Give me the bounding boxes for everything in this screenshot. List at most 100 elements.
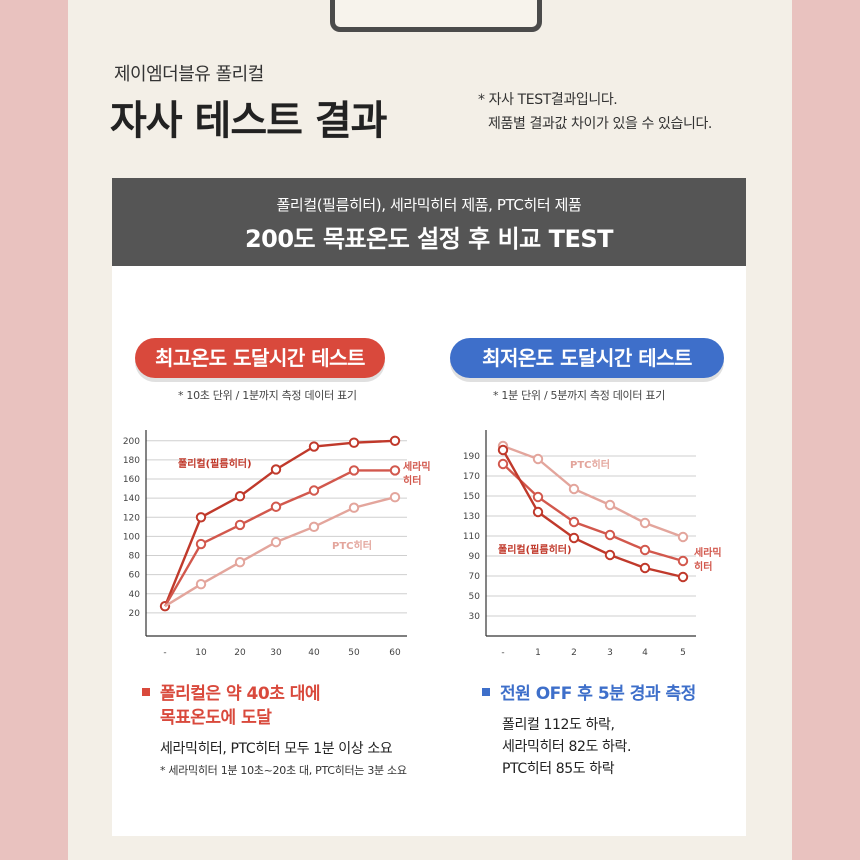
test-banner: 폴리컬(필름히터), 세라믹히터 제품, PTC히터 제품 200도 목표온도 … <box>112 178 746 266</box>
series-line <box>501 449 684 579</box>
data-point <box>604 529 616 541</box>
data-point <box>532 491 544 503</box>
right-summary-title: 전원 OFF 후 5분 경과 측정 <box>482 682 696 706</box>
data-point <box>389 435 401 446</box>
series-label: 폴리컬(필름히터) <box>498 543 572 556</box>
data-point <box>389 491 401 503</box>
data-point <box>677 531 689 543</box>
series-label: 세라믹 <box>694 546 722 559</box>
y-tick-label: 120 <box>123 513 140 523</box>
y-tick-label: 200 <box>123 437 140 447</box>
y-tick-label: 40 <box>129 590 141 600</box>
data-point <box>270 501 282 512</box>
y-tick-label: 80 <box>129 552 141 562</box>
series-line <box>502 444 684 539</box>
data-point <box>677 571 689 583</box>
data-point <box>195 512 207 523</box>
x-tick-label: 30 <box>270 648 282 658</box>
right-summary-line-3: PTC히터 85도 하락 <box>502 761 615 777</box>
max-temp-test-pill: 최고온도 도달시간 테스트 <box>135 338 385 378</box>
x-tick-label: 2 <box>571 648 577 658</box>
data-point <box>270 536 282 548</box>
x-tick-label: 40 <box>308 648 320 658</box>
data-point <box>308 485 320 496</box>
data-point <box>195 578 207 590</box>
x-tick-label: 50 <box>348 648 360 658</box>
data-point <box>639 562 651 574</box>
data-point <box>308 441 320 452</box>
data-point <box>497 458 509 470</box>
series-label: 히터 <box>403 474 421 487</box>
data-point <box>348 437 360 448</box>
data-point <box>604 499 616 511</box>
series-line <box>502 463 684 563</box>
right-summary-title-text: 전원 OFF 후 5분 경과 측정 <box>500 684 696 704</box>
series-label: 히터 <box>694 560 712 573</box>
x-tick-label: 10 <box>195 648 207 658</box>
data-point <box>677 555 689 567</box>
left-summary-title: 폴리컬은 약 40초 대에 목표온도에 도달 <box>142 682 321 730</box>
data-point <box>568 516 580 528</box>
series-label: PTC히터 <box>570 458 610 471</box>
hanger-frame <box>330 0 542 32</box>
series-label: 폴리컬(필름히터) <box>178 457 252 470</box>
y-tick-label: 90 <box>469 552 481 562</box>
x-tick-label: 20 <box>234 648 246 658</box>
banner-heading: 200도 목표온도 설정 후 비교 TEST <box>244 225 614 253</box>
right-unit-note: * 1분 단위 / 5분까지 측정 데이터 표기 <box>493 389 666 402</box>
banner-products: 폴리컬(필름히터), 세라믹히터 제품, PTC히터 제품 <box>276 196 582 214</box>
data-point <box>308 521 320 533</box>
x-tick-label: 5 <box>680 648 686 658</box>
x-tick-label: 1 <box>535 648 541 658</box>
data-point <box>389 465 401 476</box>
left-summary-footnote: * 세라믹히터 1분 10초~20초 대, PTC히터는 3분 소요 <box>160 764 407 777</box>
data-point <box>639 517 651 529</box>
x-tick-label: - <box>163 648 166 658</box>
brand-subtitle: 제이엠더블유 폴리컬 <box>114 64 264 85</box>
note-line-1: * 자사 TEST결과입니다. <box>478 92 618 108</box>
y-tick-label: 130 <box>463 512 480 522</box>
y-tick-label: 180 <box>123 456 140 466</box>
page-title: 자사 테스트 결과 <box>110 98 387 144</box>
y-tick-label: 110 <box>463 532 480 542</box>
x-tick-label: 4 <box>642 648 648 658</box>
left-summary-title-line2: 목표온도에 도달 <box>160 708 272 728</box>
y-tick-label: 30 <box>469 612 481 622</box>
y-tick-label: 60 <box>129 571 141 581</box>
y-tick-label: 140 <box>123 494 140 504</box>
min-temp-test-pill: 최저온도 도달시간 테스트 <box>450 338 724 378</box>
y-tick-label: 50 <box>469 592 481 602</box>
disclaimer-note: * 자사 TEST결과입니다. 제품별 결과값 차이가 있을 수 있습니다. <box>478 88 712 136</box>
y-tick-label: 70 <box>469 572 481 582</box>
data-point <box>532 506 544 518</box>
left-summary-title-line1: 폴리컬은 약 40초 대에 <box>160 684 321 704</box>
data-point <box>568 483 580 495</box>
y-tick-label: 20 <box>129 609 141 619</box>
note-line-2: 제품별 결과값 차이가 있을 수 있습니다. <box>488 116 712 132</box>
left-summary-line: 세라믹히터, PTC히터 모두 1분 이상 소요 <box>160 741 393 757</box>
y-tick-label: 190 <box>463 452 480 462</box>
data-point <box>234 491 246 502</box>
data-point <box>270 464 282 475</box>
series-label: PTC히터 <box>332 539 372 552</box>
bullet-square-icon <box>142 688 150 696</box>
x-tick-label: 60 <box>389 648 401 658</box>
right-summary-line-2: 세라믹히터 82도 하락. <box>502 739 632 755</box>
data-point <box>604 549 616 561</box>
x-tick-label: 3 <box>607 648 613 658</box>
data-point <box>568 532 580 544</box>
data-point <box>497 444 509 456</box>
y-tick-label: 170 <box>463 472 480 482</box>
data-point <box>348 502 360 513</box>
data-point <box>348 465 360 476</box>
y-tick-label: 150 <box>463 492 480 502</box>
x-tick-label: - <box>501 648 504 658</box>
data-point <box>532 453 544 465</box>
y-tick-label: 100 <box>123 532 140 542</box>
right-summary-line-1: 폴리컬 112도 하락, <box>502 717 615 733</box>
bullet-square-icon <box>482 688 490 696</box>
data-point <box>639 544 651 556</box>
data-point <box>195 538 207 550</box>
